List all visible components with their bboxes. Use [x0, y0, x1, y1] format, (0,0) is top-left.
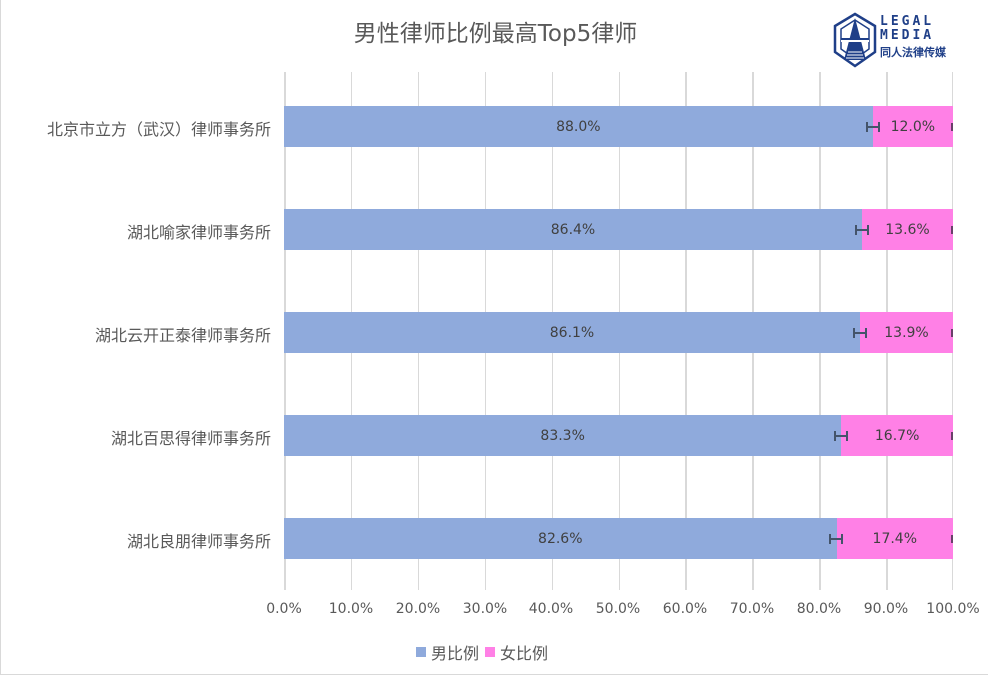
bar-row: 82.6% 17.4% — [284, 518, 953, 559]
legal-media-logo: LEGAL MEDIA 同人法律传媒 — [833, 12, 983, 68]
error-bar — [834, 430, 848, 441]
bar-female[interactable]: 17.4% — [836, 518, 953, 559]
error-bar — [829, 533, 843, 544]
y-axis-label: 湖北喻家律师事务所 — [126, 223, 271, 242]
bar-female[interactable]: 16.7% — [841, 415, 953, 456]
error-bar — [853, 327, 867, 338]
data-label-female: 12.0% — [890, 118, 936, 135]
logo-line-media: MEDIA — [880, 28, 935, 43]
x-axis-tick: 10.0% — [328, 601, 374, 617]
y-axis-label: 湖北云开正泰律师事务所 — [94, 326, 271, 345]
bar-male[interactable]: 86.1% — [284, 312, 860, 353]
error-bar-end — [951, 534, 953, 543]
legend-swatch-female-icon — [485, 647, 496, 657]
data-label-male: 88.0% — [556, 118, 601, 135]
x-axis-tick: 70.0% — [729, 601, 775, 617]
bar-male[interactable]: 83.3% — [284, 415, 842, 456]
data-label-female: 13.6% — [885, 221, 930, 238]
data-label-male: 86.1% — [549, 324, 595, 341]
bar-male[interactable]: 82.6% — [284, 518, 837, 559]
plot-area: 88.0% 12.0% 86.4% 13.6% 86.1% 13.9% 83.3… — [284, 72, 953, 590]
data-label-female: 16.7% — [874, 427, 920, 444]
error-bar-end — [951, 122, 953, 131]
logo-emblem-icon — [833, 12, 877, 68]
error-bar — [855, 224, 869, 235]
bar-female[interactable]: 13.6% — [862, 209, 953, 250]
x-axis-tick: 60.0% — [662, 601, 708, 617]
legend-item-female[interactable]: 女比例 — [485, 640, 548, 664]
x-axis-tick: 0.0% — [266, 601, 302, 617]
x-axis-tick: 20.0% — [395, 601, 441, 617]
bar-row: 88.0% 12.0% — [284, 106, 953, 147]
legend-label-male: 男比例 — [431, 644, 480, 663]
data-label-male: 83.3% — [540, 427, 585, 444]
legend-item-male[interactable]: 男比例 — [416, 640, 479, 664]
y-axis-label: 北京市立方（武汉）律师事务所 — [46, 120, 271, 139]
chart-title: 男性律师比例最高Top5律师 — [353, 21, 638, 47]
bar-male[interactable]: 88.0% — [284, 106, 873, 147]
data-label-male: 86.4% — [550, 221, 596, 238]
logo-line-legal: LEGAL — [880, 14, 935, 29]
bar-row: 86.4% 13.6% — [284, 209, 953, 250]
data-label-female: 17.4% — [872, 530, 918, 547]
data-label-female: 13.9% — [884, 324, 929, 341]
x-axis-tick: 80.0% — [796, 601, 842, 617]
x-axis-tick: 90.0% — [863, 601, 909, 617]
bar-row: 83.3% 16.7% — [284, 415, 953, 456]
x-axis-tick: 30.0% — [462, 601, 508, 617]
error-bar-end — [951, 225, 953, 234]
legend-label-female: 女比例 — [500, 644, 549, 663]
legend-swatch-male-icon — [416, 647, 426, 657]
error-bar — [866, 121, 880, 132]
error-bar-end — [951, 431, 953, 440]
logo-chinese-name: 同人法律传媒 — [880, 46, 946, 59]
y-axis-label: 湖北良朋律师事务所 — [126, 532, 271, 551]
data-label-male: 82.6% — [538, 530, 583, 547]
bar-row: 86.1% 13.9% — [284, 312, 953, 353]
x-axis-tick: 40.0% — [528, 601, 574, 617]
x-axis-tick: 50.0% — [595, 601, 641, 617]
x-axis-tick: 100.0% — [926, 601, 980, 617]
error-bar-end — [951, 328, 953, 337]
y-axis-label: 湖北百思得律师事务所 — [110, 429, 271, 448]
bar-female[interactable]: 13.9% — [860, 312, 953, 353]
legend: 男比例 女比例 — [416, 640, 554, 664]
bar-male[interactable]: 86.4% — [284, 209, 862, 250]
logo-wordmark: LEGAL MEDIA — [880, 15, 934, 43]
bar-female[interactable]: 12.0% — [872, 106, 953, 147]
